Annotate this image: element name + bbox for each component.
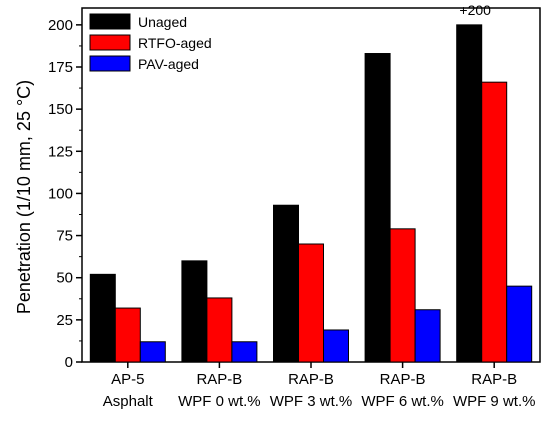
x-category-label-line2: WPF 9 wt.%	[453, 393, 536, 410]
y-tick-label: 75	[56, 228, 73, 245]
y-tick-label: 150	[48, 101, 73, 118]
bar-pav-aged	[506, 285, 533, 363]
x-category-label-line1: RAP-B	[380, 371, 426, 388]
x-category-label-line1: AP-5	[111, 371, 144, 388]
bars-group	[89, 24, 533, 363]
x-category-label-line2: WPF 6 wt.%	[361, 393, 444, 410]
bar-pav-aged	[231, 341, 258, 363]
x-category-label-line2: Asphalt	[103, 393, 154, 410]
x-category-label-line1: RAP-B	[196, 371, 242, 388]
legend-label: PAV-aged	[138, 56, 199, 72]
legend-label: RTFO-aged	[138, 35, 212, 51]
bar-unaged	[273, 204, 299, 363]
bar-rtfo-aged	[206, 297, 233, 363]
x-category-label-line1: RAP-B	[471, 371, 517, 388]
y-axis: 0 25 50 75 100 125 150 175 200	[48, 17, 82, 371]
bar-pav-aged	[414, 309, 441, 363]
bar-pav-aged	[139, 341, 166, 363]
bar-pav-aged	[323, 329, 349, 363]
y-tick-label: 0	[65, 354, 73, 371]
y-tick-label: 50	[56, 270, 73, 287]
bar-unaged	[456, 24, 483, 363]
x-category-label-line2: WPF 3 wt.%	[270, 393, 353, 410]
bar-unaged	[89, 273, 116, 363]
legend-label: Unaged	[138, 14, 187, 30]
y-tick-label: 175	[48, 59, 73, 76]
legend-swatch	[89, 13, 131, 30]
bar-unaged	[364, 53, 391, 363]
bar-annotation: +200	[459, 2, 491, 18]
y-tick-label: 100	[48, 185, 73, 202]
bar-rtfo-aged	[481, 81, 508, 363]
x-category-label-line1: RAP-B	[288, 371, 334, 388]
legend-swatch	[89, 55, 131, 72]
annotations: +200	[459, 2, 491, 18]
bar-rtfo-aged	[114, 307, 141, 363]
bar-unaged	[181, 260, 208, 363]
y-tick-label: 125	[48, 143, 73, 160]
y-tick-label: 25	[56, 312, 73, 329]
bar-rtfo-aged	[298, 243, 324, 363]
bar-rtfo-aged	[389, 228, 416, 363]
x-category-label-line2: WPF 0 wt.%	[178, 393, 261, 410]
y-axis-title: Penetration (1/10 mm, 25 °C)	[14, 80, 34, 314]
y-tick-label: 200	[48, 17, 73, 34]
legend: Unaged RTFO-aged PAV-aged	[89, 13, 212, 72]
legend-swatch	[89, 34, 131, 51]
x-axis: AP-5 Asphalt RAP-B WPF 0 wt.% RAP-B WPF 3 wt.…	[103, 362, 536, 410]
